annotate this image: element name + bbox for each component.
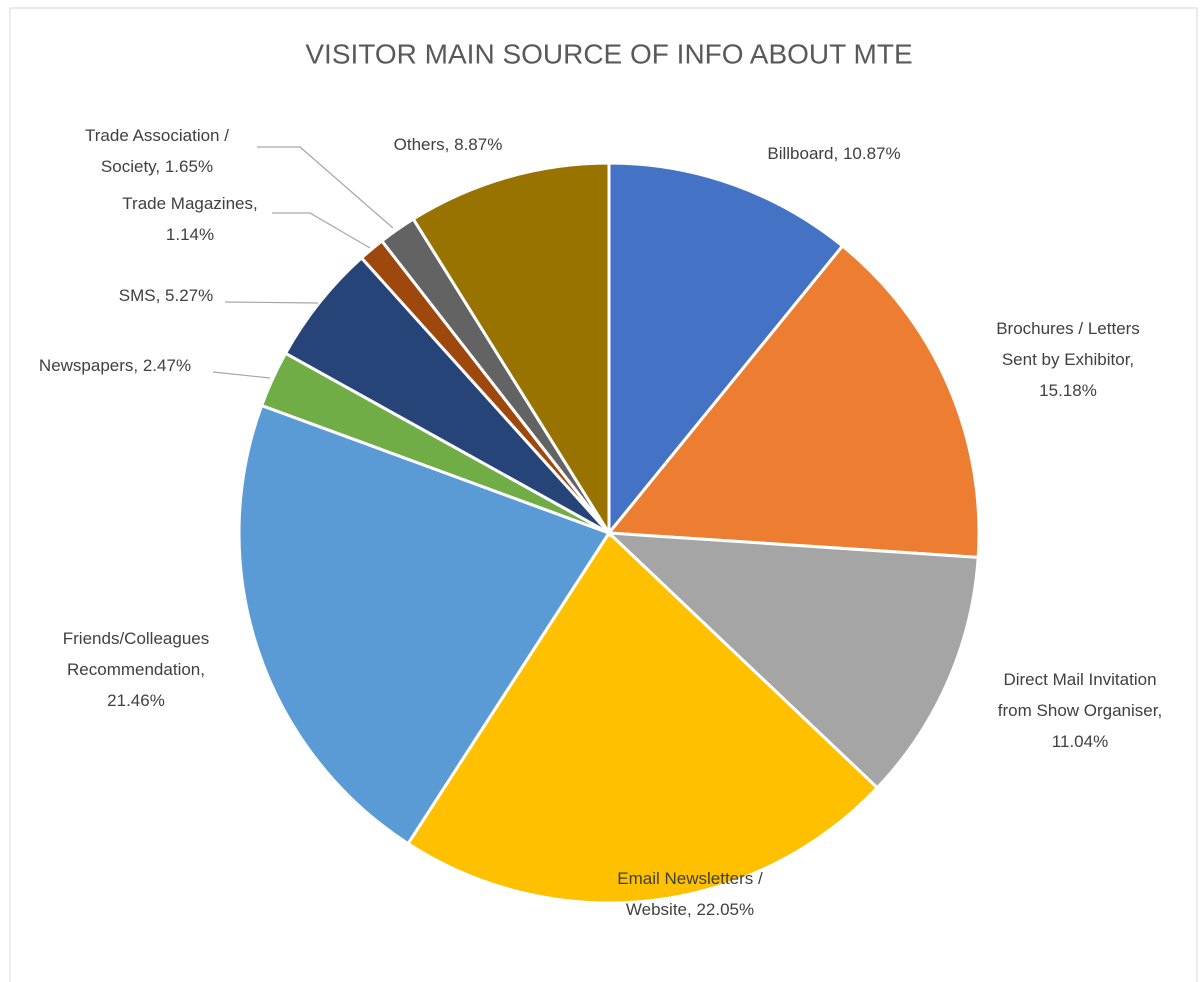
data-label-line: Sent by Exhibitor,: [1002, 350, 1134, 369]
data-label-line: from Show Organiser,: [998, 701, 1162, 720]
pie-slice: [604, 531, 980, 790]
data-label-line: Email Newsletters /: [617, 869, 763, 888]
pie-slice: [607, 161, 845, 538]
data-label-line: Direct Mail Invitation: [1003, 670, 1156, 689]
data-label: Direct Mail Invitation from Show Organise…: [998, 670, 1162, 751]
data-label: Brochures / Letters Sent by Exhibitor, 15.…: [996, 319, 1140, 400]
data-label-line: Website, 22.05%: [626, 900, 754, 919]
data-label-line: Trade Magazines,: [122, 194, 257, 213]
data-label-line: Brochures / Letters: [996, 319, 1140, 338]
leader-line: [272, 212, 371, 249]
data-label: Friends/Colleagues Recommendation, 21.46%: [63, 629, 209, 710]
data-label: Newspapers, 2.47%: [39, 356, 191, 375]
leader-line: [257, 146, 394, 229]
data-label-line: 11.04%: [1052, 732, 1108, 751]
data-label-line: Friends/Colleagues: [63, 629, 209, 648]
pie-slice: [237, 403, 612, 846]
pie-slice: [405, 530, 880, 905]
data-label: Billboard, 10.87%: [767, 144, 900, 163]
leader-line: [212, 371, 271, 379]
data-label: Trade Association / Society, 1.65%: [85, 126, 229, 176]
data-label-line: Billboard, 10.87%: [767, 144, 900, 163]
data-label: Trade Magazines, 1.14%: [122, 194, 257, 244]
data-label-line: 15.18%: [1039, 381, 1097, 400]
chart-title: VISITOR MAIN SOURCE OF INFO ABOUT MTE: [305, 38, 912, 69]
data-label: SMS, 5.27%: [119, 286, 214, 305]
data-label: Email Newsletters / Website, 22.05%: [617, 869, 763, 919]
data-label-line: SMS, 5.27%: [119, 286, 214, 305]
pie-slice: [606, 243, 981, 559]
data-label-line: Others, 8.87%: [394, 135, 503, 154]
data-label-line: Trade Association /: [85, 126, 229, 145]
data-label-line: Society, 1.65%: [101, 157, 213, 176]
data-label-line: 21.46%: [107, 691, 165, 710]
data-label-line: 1.14%: [166, 225, 214, 244]
leader-line: [224, 301, 319, 304]
data-label-line: Newspapers, 2.47%: [39, 356, 191, 375]
data-label: Others, 8.87%: [394, 135, 503, 154]
data-label-line: Recommendation,: [67, 660, 205, 679]
pie-slice: [411, 161, 611, 539]
